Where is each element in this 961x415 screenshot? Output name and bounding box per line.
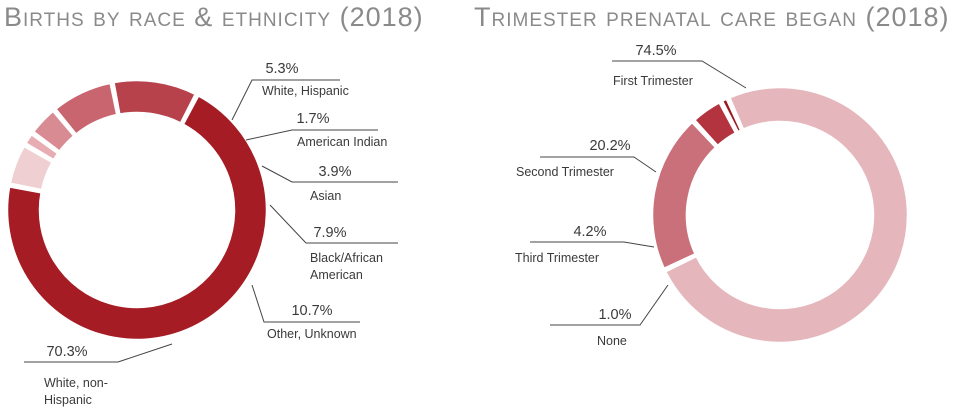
value-label-first-trimester: 74.5% bbox=[635, 43, 676, 59]
chart-title-births-by-race: Births by race & ethnicity (2018) bbox=[4, 2, 424, 32]
category-label-line: Asian bbox=[310, 189, 341, 203]
slice-asian bbox=[31, 109, 77, 154]
category-label-line: American Indian bbox=[297, 135, 387, 149]
slice-black-african-american bbox=[53, 81, 119, 137]
category-label-line: Third Trimester bbox=[515, 251, 599, 265]
slice-american-indian bbox=[23, 132, 60, 162]
category-label-line: None bbox=[597, 334, 627, 348]
leader-line-second-trimester bbox=[540, 156, 657, 173]
category-label-black-african-american: Black/African American bbox=[310, 251, 383, 282]
category-label-line: White, non- bbox=[44, 376, 108, 390]
category-label-other-unknown: Other, Unknown bbox=[267, 327, 357, 341]
value-label-american-indian: 1.7% bbox=[296, 111, 329, 127]
chart-title-trimester-prenatal-care: Trimester prenatal care began (2018) bbox=[474, 2, 950, 32]
slice-second-trimester bbox=[650, 120, 718, 271]
category-label-white-hispanic: White, Hispanic bbox=[262, 84, 349, 98]
category-label-american-indian: American Indian bbox=[297, 135, 387, 149]
category-label-line: Black/African bbox=[310, 251, 383, 265]
value-label-asian: 3.9% bbox=[318, 164, 351, 180]
category-label-line: Hispanic bbox=[44, 393, 92, 407]
leader-line-other-unknown bbox=[251, 284, 360, 323]
value-label-third-trimester: 4.2% bbox=[573, 224, 606, 240]
category-label-none: None bbox=[597, 334, 627, 348]
category-label-line: Second Trimester bbox=[516, 165, 614, 179]
value-label-none: 1.0% bbox=[598, 307, 631, 323]
donut-chart-births: 70.3% White, non- Hispanic 5.3% White, Hispa… bbox=[5, 61, 398, 407]
category-label-first-trimester: First Trimester bbox=[613, 74, 693, 88]
slice-white-hispanic bbox=[8, 144, 55, 192]
value-label-white-hispanic: 5.3% bbox=[265, 61, 298, 77]
value-label-white-non-hispanic: 70.3% bbox=[46, 344, 87, 360]
leader-line-first-trimester bbox=[612, 60, 747, 89]
leader-line-none bbox=[550, 284, 669, 326]
category-label-third-trimester: Third Trimester bbox=[515, 251, 599, 265]
leader-line-american-indian bbox=[245, 129, 378, 141]
leader-line-black-african-american bbox=[269, 204, 398, 244]
slice-other-unknown bbox=[111, 78, 198, 126]
donut-chart-trimester: 74.5% First Trimester 20.2% Second Trimeste… bbox=[515, 43, 910, 348]
slice-third-trimester bbox=[692, 100, 738, 148]
category-label-line: American bbox=[310, 268, 363, 282]
leader-line-white-hispanic bbox=[231, 79, 340, 121]
slice-first-trimester bbox=[663, 85, 910, 345]
category-label-white-non-hispanic: White, non- Hispanic bbox=[44, 376, 108, 407]
category-label-line: Other, Unknown bbox=[267, 327, 357, 341]
leader-line-white-non-hispanic bbox=[24, 343, 173, 363]
category-label-line: White, Hispanic bbox=[262, 84, 349, 98]
category-label-line: First Trimester bbox=[613, 74, 693, 88]
leader-line-asian bbox=[261, 165, 398, 183]
slice-none bbox=[720, 97, 743, 134]
category-label-second-trimester: Second Trimester bbox=[516, 165, 614, 179]
category-label-asian: Asian bbox=[310, 189, 341, 203]
value-label-second-trimester: 20.2% bbox=[589, 138, 630, 154]
value-label-other-unknown: 10.7% bbox=[291, 303, 332, 319]
slice-white-non-hispanic bbox=[5, 93, 269, 342]
value-label-black-african-american: 7.9% bbox=[313, 225, 346, 241]
leader-line-third-trimester bbox=[530, 241, 655, 248]
